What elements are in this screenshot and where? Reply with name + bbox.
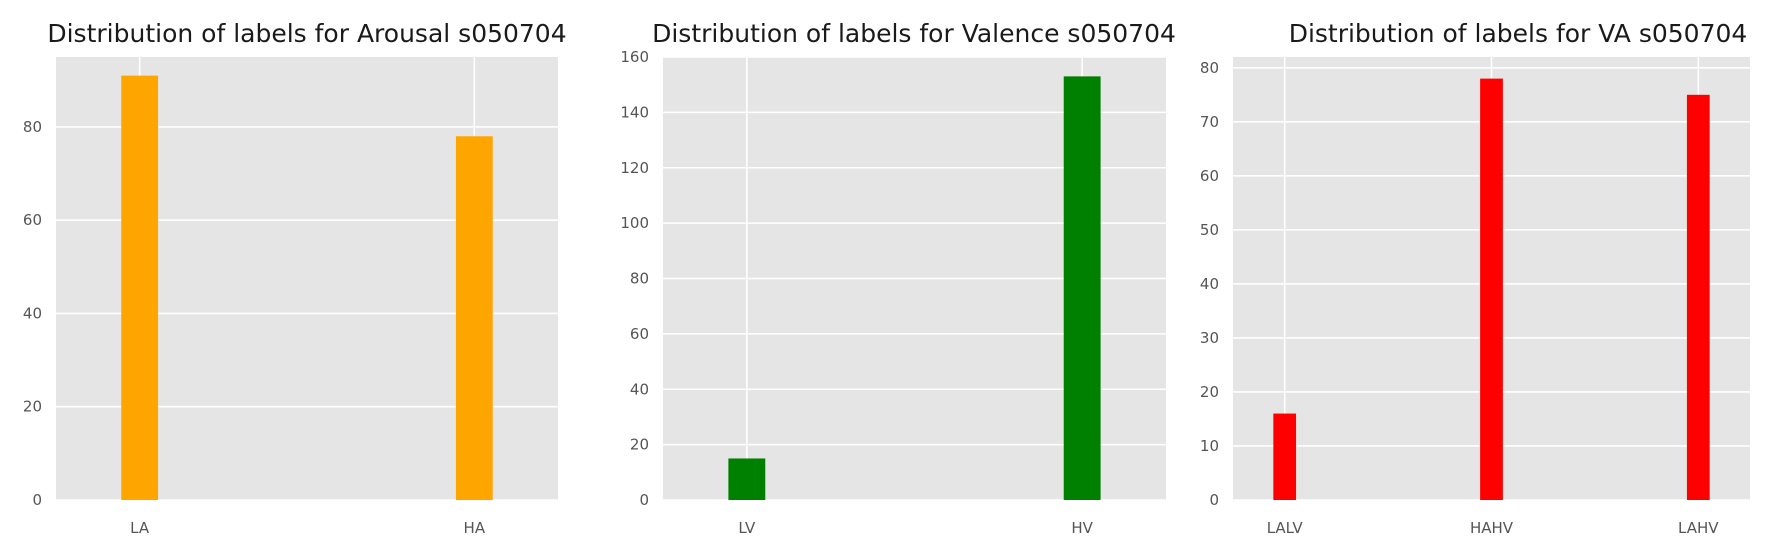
y-tick-label: 20 bbox=[1200, 383, 1219, 401]
chart-panel-1: 0 20 40 60 80 LA HA Distribution of labels for … bbox=[23, 19, 567, 537]
y-tick-label: 80 bbox=[23, 118, 42, 136]
y-tick-label: 40 bbox=[23, 304, 42, 322]
bar-lalv bbox=[1273, 413, 1297, 500]
x-tick-label: HA bbox=[464, 519, 486, 537]
y-tick-label: 20 bbox=[23, 398, 42, 416]
x-tick-label: LA bbox=[130, 519, 150, 537]
chart-panel-2: 0 20 40 60 80 100 120 140 160 LV HV Distribution of… bbox=[620, 19, 1176, 537]
y-tick-label: 10 bbox=[1200, 437, 1219, 455]
y-tick-label: 60 bbox=[23, 211, 42, 229]
y-tick-label: 20 bbox=[630, 436, 649, 454]
y-tick-label: 80 bbox=[630, 270, 649, 288]
y-tick-label: 140 bbox=[620, 103, 649, 121]
x-tick-label: LAHV bbox=[1678, 519, 1719, 537]
bar-ha bbox=[455, 136, 493, 500]
y-tick-label: 60 bbox=[1200, 167, 1219, 185]
y-tick-label: 30 bbox=[1200, 329, 1219, 347]
y-tick-label: 0 bbox=[1209, 491, 1219, 509]
bar-la bbox=[121, 75, 159, 500]
y-tick-label: 160 bbox=[620, 48, 649, 66]
chart-title: Distribution of labels for Arousal s0507… bbox=[47, 19, 566, 48]
bar-hahv bbox=[1480, 78, 1503, 501]
y-tick-label: 50 bbox=[1200, 221, 1219, 239]
x-tick-label: LV bbox=[738, 519, 756, 537]
y-tick-label: 100 bbox=[620, 214, 649, 232]
chart-title: Distribution of labels for VA s050704 bbox=[1289, 19, 1748, 48]
chart-title: Distribution of labels for Valence s0507… bbox=[652, 19, 1176, 48]
y-tick-label: 0 bbox=[639, 491, 649, 509]
x-tick-label: HAHV bbox=[1470, 519, 1514, 537]
y-tick-label: 40 bbox=[630, 380, 649, 398]
bar-hv bbox=[1063, 76, 1101, 500]
x-tick-label: HV bbox=[1071, 519, 1093, 537]
y-tick-label: 80 bbox=[1200, 59, 1219, 77]
y-tick-label: 40 bbox=[1200, 275, 1219, 293]
y-tick-label: 70 bbox=[1200, 113, 1219, 131]
chart-panel-3: 0 10 20 30 40 50 60 70 80 LALV HAHV LAHV Distributio… bbox=[1200, 19, 1750, 537]
y-tick-label: 120 bbox=[620, 159, 649, 177]
y-tick-label: 60 bbox=[630, 325, 649, 343]
bar-lahv bbox=[1686, 94, 1710, 500]
x-tick-label: LALV bbox=[1267, 519, 1304, 537]
bar-lv bbox=[728, 458, 766, 500]
y-tick-label: 0 bbox=[32, 491, 42, 509]
